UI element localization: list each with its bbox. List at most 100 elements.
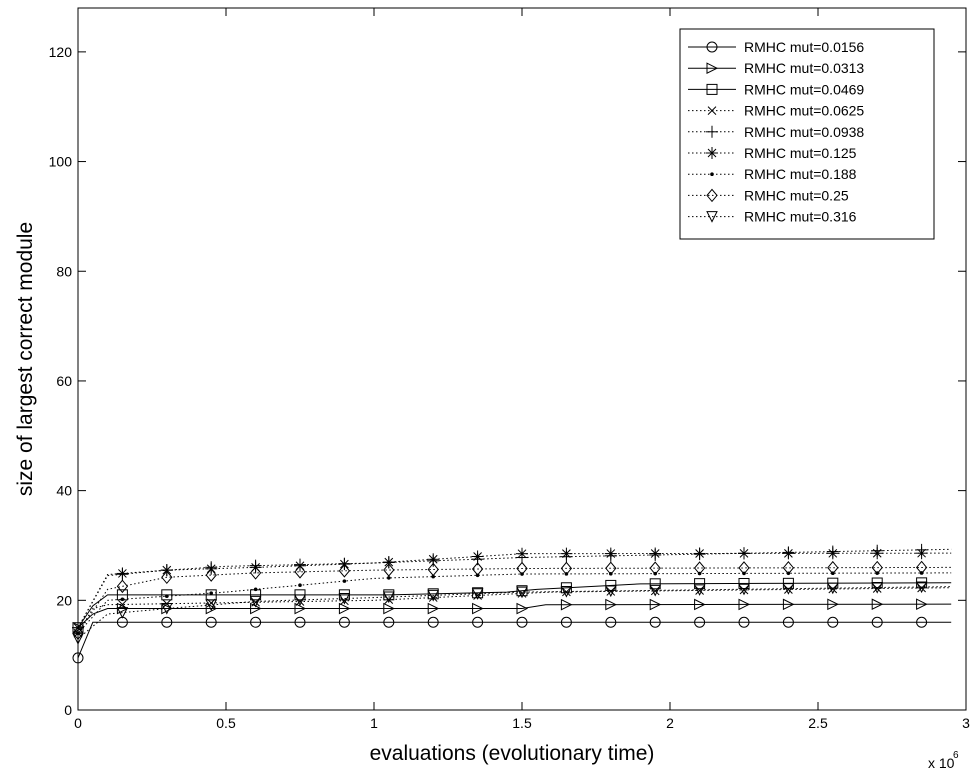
data-point: [604, 585, 617, 598]
x-multiplier-exponent: 6: [953, 750, 959, 761]
data-point: [382, 591, 395, 604]
data-point: [472, 616, 484, 628]
data-point: [116, 579, 129, 594]
data-point: [205, 568, 217, 582]
data-point: [338, 616, 350, 628]
data-point: [871, 598, 884, 611]
x-tick-label: 1.5: [512, 715, 532, 731]
data-point: [694, 578, 706, 590]
data-point: [738, 598, 751, 611]
data-point: [120, 597, 125, 602]
data-point: [338, 593, 351, 605]
data-point: [605, 598, 617, 611]
data-point: [649, 547, 662, 560]
legend: RMHC mut=0.0156 RMHC mut=0.0313 RMHC mut=0…: [679, 28, 935, 240]
data-point: [338, 602, 351, 615]
data-point: [383, 602, 395, 615]
data-point: [738, 577, 750, 589]
data-point: [694, 598, 706, 611]
data-point: [871, 547, 884, 560]
y-tick-label: 100: [49, 154, 73, 170]
data-point: [915, 560, 928, 575]
legend-marker: [706, 188, 718, 203]
data-point: [249, 595, 262, 608]
data-point: [605, 561, 617, 576]
data-point: [915, 581, 928, 594]
data-point: [871, 582, 884, 594]
data-point: [695, 586, 704, 595]
data-point: [471, 550, 484, 563]
data-point: [738, 583, 750, 596]
data-point: [472, 602, 484, 615]
data-point: [828, 584, 838, 594]
legend-entry: RMHC mut=0.0938: [688, 124, 864, 140]
data-point: [161, 616, 173, 628]
data-point: [160, 603, 173, 615]
data-point: [916, 616, 928, 628]
data-point: [739, 585, 749, 595]
data-point: [383, 616, 395, 628]
data-point: [649, 616, 661, 628]
x-axis-title: evaluations (evolutionary time): [370, 742, 655, 765]
legend-entry: RMHC mut=0.25: [688, 187, 849, 203]
data-point: [250, 616, 262, 628]
legend-label: RMHC mut=0.0625: [744, 103, 864, 119]
legend-entry: RMHC mut=0.188: [688, 166, 857, 182]
data-point: [160, 564, 173, 577]
data-point: [382, 556, 395, 569]
data-point: [516, 602, 529, 615]
data-point: [917, 583, 926, 593]
series-1: [72, 616, 952, 664]
data-point: [782, 598, 795, 611]
data-point: [782, 583, 795, 595]
x-tick-label: 1: [370, 715, 378, 731]
data-point: [294, 616, 306, 628]
data-point: [738, 547, 750, 560]
data-point: [871, 616, 883, 628]
x-tick-label: 3: [962, 715, 970, 731]
legend-entry: RMHC mut=0.0625: [688, 103, 864, 119]
data-point: [516, 616, 528, 628]
data-point: [427, 602, 440, 615]
legend-marker: [706, 62, 719, 75]
data-point: [693, 584, 706, 596]
data-point: [560, 598, 573, 611]
data-point: [116, 607, 129, 619]
data-point: [251, 597, 260, 607]
data-point: [606, 587, 616, 596]
data-point: [427, 562, 439, 577]
data-point: [827, 560, 839, 575]
data-point: [916, 598, 928, 611]
x-tick-label: 2: [666, 715, 674, 731]
legend-marker: [706, 211, 718, 223]
data-point: [516, 547, 528, 560]
x-tick-label: 2.5: [808, 715, 828, 731]
data-point: [383, 563, 395, 577]
data-point: [560, 561, 573, 576]
series-line: [77, 566, 952, 634]
data-point: [338, 564, 351, 578]
legend-label: RMHC mut=0.0313: [744, 60, 864, 76]
data-point: [826, 547, 839, 560]
series-2: [72, 598, 952, 634]
legend-entry: RMHC mut=0.125: [688, 145, 857, 161]
data-point: [516, 585, 528, 597]
data-point: [649, 584, 662, 597]
data-point: [649, 578, 661, 590]
legend-marker: [707, 106, 717, 115]
data-point: [738, 616, 750, 628]
data-point: [782, 561, 795, 575]
data-point: [650, 586, 660, 596]
data-point: [72, 652, 84, 664]
data-point: [871, 560, 883, 575]
legend-entry: RMHC mut=0.0313: [688, 60, 864, 76]
data-point: [604, 547, 617, 560]
legend-label: RMHC mut=0.0156: [744, 39, 864, 55]
data-point: [782, 616, 794, 628]
data-point: [298, 583, 302, 588]
x-multiplier: x 10: [928, 755, 955, 771]
data-point: [693, 547, 706, 560]
legend-entry: RMHC mut=0.0469: [688, 81, 864, 97]
data-point: [738, 561, 750, 575]
